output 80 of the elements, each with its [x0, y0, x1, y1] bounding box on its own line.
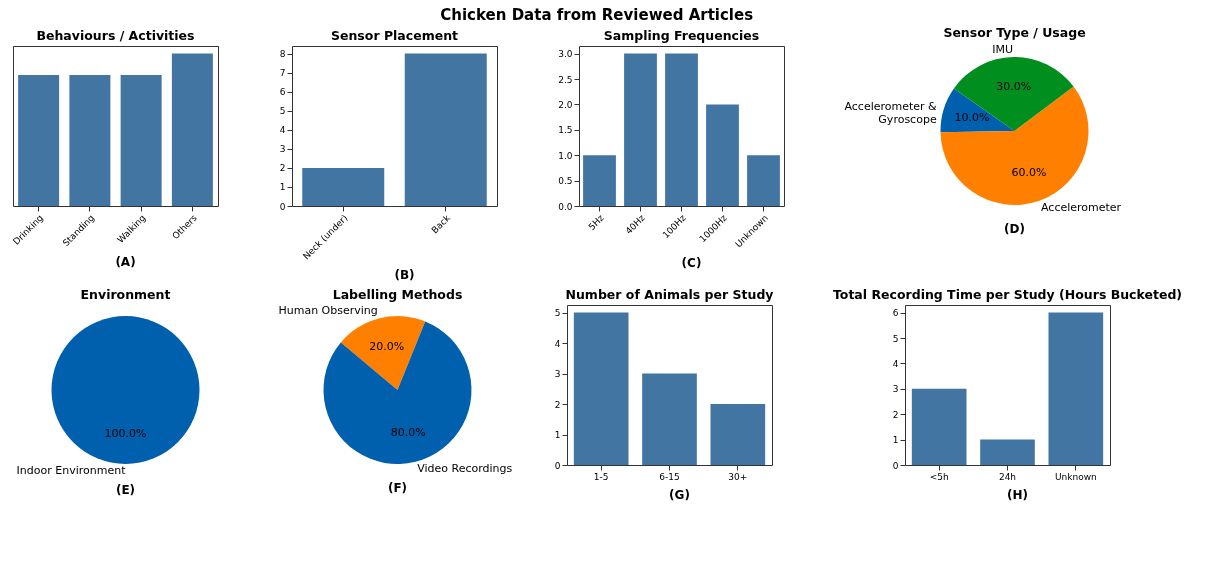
y-tick-label: 3.0: [558, 49, 573, 60]
y-tick-label: 0.5: [558, 176, 573, 187]
y-tick-label: 5: [554, 308, 561, 319]
text: (G): [669, 488, 690, 502]
bar: [583, 155, 616, 206]
y-tick-label: 0: [554, 460, 561, 471]
y-tick-label: 1: [554, 430, 561, 441]
y-tick-label: 3: [279, 144, 286, 155]
y-tick-label: 4: [554, 338, 561, 349]
bar: [980, 439, 1035, 465]
bar: [911, 388, 967, 465]
x-tick-label: 1-5: [593, 471, 609, 482]
pie-slice: [323, 321, 472, 464]
slice-label: Human Observing: [278, 304, 378, 318]
slice-label: IMU: [992, 42, 1014, 56]
bar: [706, 104, 739, 206]
y-tick-label: 1: [279, 182, 286, 193]
y-tick-label: 3: [554, 369, 561, 380]
text: Chicken Data from Reviewed Articles: [440, 6, 754, 25]
y-tick-label: 2: [892, 409, 899, 420]
bar: [710, 404, 766, 465]
chart-title: Behaviours / Activities: [36, 27, 195, 43]
y-tick-label: 2.0: [558, 99, 573, 110]
y-tick-label: 6: [279, 87, 286, 98]
data-label: 60.0%: [1011, 165, 1047, 179]
chart-title: Environment: [80, 286, 171, 302]
x-tick-label: Unknown: [1054, 471, 1097, 482]
y-tick-label: 7: [279, 68, 286, 79]
slice-label: Indoor Environment: [16, 464, 127, 478]
chart-title: Number of Animals per Study: [565, 286, 774, 302]
chart-title: Labelling Methods: [332, 286, 463, 302]
bar: [624, 53, 657, 206]
bar: [573, 312, 629, 465]
x-tick-label: 6-15: [659, 471, 680, 482]
x-tick-label: <5h: [929, 471, 949, 482]
slice-label: Accelerometer & Gyroscope: [844, 100, 938, 127]
y-tick-label: 2: [279, 163, 286, 174]
pie-slice: [953, 57, 1074, 131]
data-label: 80.0%: [390, 426, 426, 440]
y-tick-label: 5: [279, 106, 286, 117]
text: (H): [1006, 488, 1029, 502]
y-tick-label: 1.0: [558, 150, 573, 161]
bar: [747, 155, 780, 206]
chart-title: Total Recording Time per Study (Hours Bucketed): [832, 286, 1183, 302]
pie-slice: [940, 88, 1015, 133]
text: (A): [115, 255, 136, 269]
y-tick-label: 4: [892, 358, 899, 369]
chart-title: Sensor Placement: [330, 27, 459, 43]
y-tick-label: 1.5: [558, 125, 573, 136]
text: (F): [387, 481, 408, 495]
y-tick-label: 1: [892, 435, 899, 446]
bar: [1048, 312, 1104, 465]
data-label: 20.0%: [369, 339, 405, 353]
x-tick-label: 5Hz: [586, 212, 607, 233]
y-tick-label: 4: [279, 125, 286, 136]
text: (B): [394, 268, 415, 282]
y-tick-label: 8: [279, 49, 286, 60]
y-tick-label: 6: [892, 308, 899, 319]
bar: [642, 373, 697, 465]
y-tick-label: 0: [279, 201, 286, 212]
slice-label: Video Recordings: [417, 461, 513, 475]
pie-slice: [340, 316, 426, 390]
y-tick-label: 3: [892, 384, 899, 395]
y-tick-label: 0: [892, 460, 899, 471]
y-tick-label: 2.5: [558, 74, 573, 85]
y-tick-label: 5: [892, 333, 899, 344]
data-label: 100.0%: [104, 427, 147, 441]
chart-title: Sampling Frequencies: [603, 27, 760, 43]
x-tick-label: 30+: [728, 471, 748, 482]
text: (D): [1004, 222, 1025, 236]
y-tick-label: 2: [554, 399, 561, 410]
data-label: 30.0%: [996, 79, 1032, 93]
chart-title: Sensor Type / Usage: [943, 25, 1086, 41]
data-label: 10.0%: [954, 111, 990, 125]
y-tick-label: 0.0: [558, 201, 573, 212]
text: (C): [681, 256, 702, 270]
text: (E): [115, 483, 136, 497]
x-tick-label: 24h: [998, 471, 1017, 482]
slice-label: Accelerometer: [1041, 200, 1122, 214]
bar: [665, 53, 698, 206]
